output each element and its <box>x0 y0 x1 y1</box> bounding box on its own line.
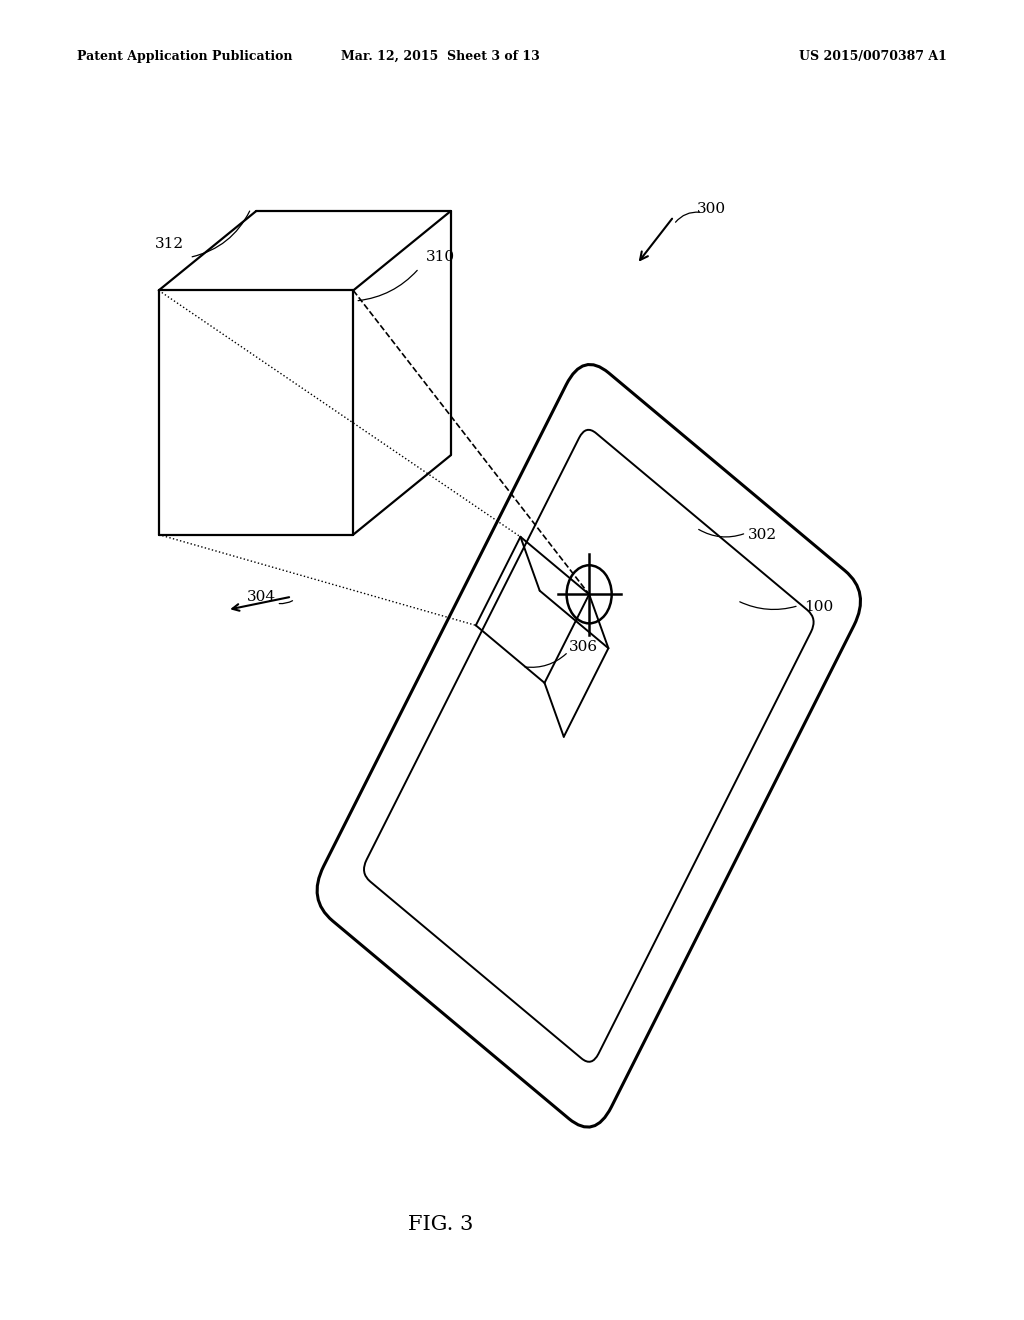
FancyArrowPatch shape <box>698 529 743 537</box>
Text: 100: 100 <box>805 601 834 614</box>
Text: 306: 306 <box>569 640 598 653</box>
Text: 302: 302 <box>749 528 777 541</box>
FancyArrowPatch shape <box>525 653 566 668</box>
FancyArrowPatch shape <box>193 211 250 257</box>
Text: US 2015/0070387 A1: US 2015/0070387 A1 <box>800 50 947 63</box>
Text: Patent Application Publication: Patent Application Publication <box>77 50 292 63</box>
FancyArrowPatch shape <box>358 271 417 301</box>
Text: 304: 304 <box>247 590 275 603</box>
Text: FIG. 3: FIG. 3 <box>408 1216 473 1234</box>
Text: 300: 300 <box>697 202 726 215</box>
FancyArrowPatch shape <box>676 213 699 222</box>
FancyArrowPatch shape <box>739 602 796 610</box>
FancyArrowPatch shape <box>280 601 293 603</box>
Text: Mar. 12, 2015  Sheet 3 of 13: Mar. 12, 2015 Sheet 3 of 13 <box>341 50 540 63</box>
Text: 312: 312 <box>155 238 183 251</box>
Text: 310: 310 <box>426 251 455 264</box>
